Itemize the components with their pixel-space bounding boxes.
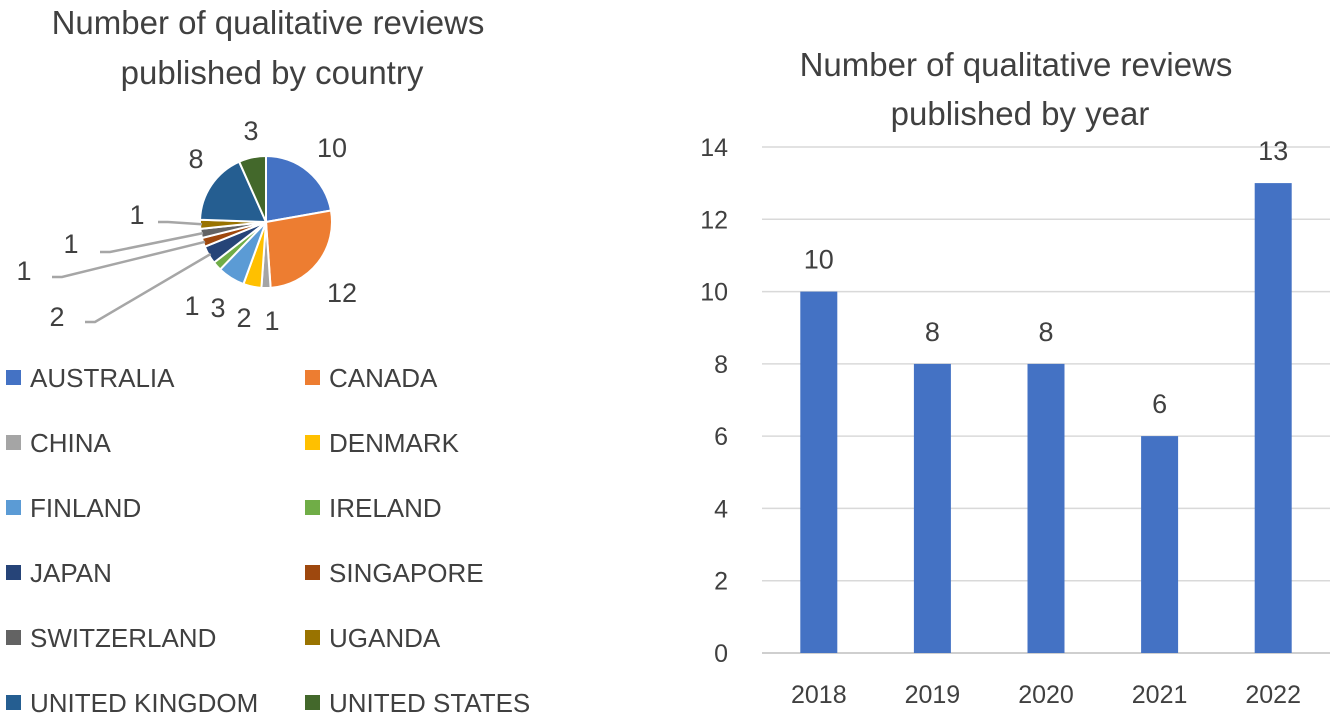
y-tick-8: 8 (714, 351, 728, 379)
bar-x-tick-labels: 2018 2019 2020 2021 2022 (791, 681, 1301, 709)
legend-item-china: CHINA (6, 428, 112, 458)
pie-label-finland: 3 (210, 293, 225, 323)
legend-swatch-canada (305, 370, 320, 385)
legend-label-united-kingdom: UNITED KINGDOM (30, 688, 258, 718)
y-tick-0: 0 (714, 640, 728, 668)
bar-2021 (1141, 436, 1179, 653)
legend-swatch-united-kingdom (6, 695, 21, 710)
legend-label-switzerland: SWITZERLAND (30, 623, 216, 653)
bar-2019 (913, 363, 951, 653)
pie-leader-japan (85, 252, 212, 324)
bar-2020 (1027, 363, 1065, 653)
bar-label-2020: 8 (1038, 317, 1053, 347)
pie-label-china: 1 (264, 306, 279, 336)
pie-slice-canada (264, 209, 333, 289)
legend-swatch-singapore (305, 565, 320, 580)
legend-swatch-china (6, 435, 21, 450)
pie-chart: Number of qualitative reviews published … (6, 4, 530, 718)
y-tick-12: 12 (700, 206, 728, 234)
legend-item-united-kingdom: UNITED KINGDOM (6, 688, 258, 718)
pie-leader-uganda (158, 220, 203, 226)
legend-swatch-united-states (305, 695, 320, 710)
bar-title-line-2: published by year (891, 95, 1150, 132)
pie-slices (198, 154, 333, 290)
y-tick-10: 10 (700, 279, 728, 307)
bar-label-2022: 13 (1258, 136, 1288, 166)
bar-data-labels: 10 8 8 6 13 (804, 136, 1288, 419)
pie-title-line-2: published by country (121, 54, 424, 91)
legend-label-uganda: UGANDA (329, 623, 441, 653)
legend-swatch-finland (6, 500, 21, 515)
y-tick-14: 14 (700, 134, 728, 162)
bar-label-2019: 8 (925, 317, 940, 347)
pie-title-line-1: Number of qualitative reviews (52, 4, 485, 41)
legend-item-uganda: UGANDA (305, 623, 441, 653)
bar-2022 (1254, 183, 1292, 653)
x-tick-2020: 2020 (1018, 681, 1074, 709)
y-tick-6: 6 (714, 423, 728, 451)
legend-item-united-states: UNITED STATES (305, 688, 530, 718)
legend-item-denmark: DENMARK (305, 428, 460, 458)
bar-bars (800, 183, 1292, 653)
y-tick-2: 2 (714, 568, 728, 596)
pie-label-uganda: 1 (129, 200, 144, 230)
legend-label-finland: FINLAND (30, 493, 141, 523)
bar-y-tick-labels: 0 2 4 6 8 10 12 14 (700, 134, 728, 668)
legend-item-ireland: IRELAND (305, 493, 442, 523)
legend-item-australia: AUSTRALIA (6, 363, 175, 393)
pie-label-united-kingdom: 8 (188, 144, 203, 174)
pie-label-ireland: 1 (184, 291, 199, 321)
pie-slice-united-states (237, 154, 267, 223)
legend-label-australia: AUSTRALIA (30, 363, 175, 393)
pie-legend: AUSTRALIA CANADA CHINA DENMARK FINLAND IRELAN… (6, 363, 530, 718)
legend-label-ireland: IRELAND (329, 493, 442, 523)
legend-item-japan: JAPAN (6, 558, 112, 588)
bar-label-2021: 6 (1152, 389, 1167, 419)
pie-slice-australia (265, 154, 333, 224)
pie-label-switzerland: 1 (63, 229, 78, 259)
pie-label-canada: 12 (327, 278, 357, 308)
bar-2018 (800, 291, 838, 653)
pie-label-singapore: 1 (16, 256, 31, 286)
pie-leader-singapore (52, 240, 206, 279)
x-tick-2019: 2019 (905, 681, 961, 709)
legend-label-japan: JAPAN (30, 558, 112, 588)
legend-item-finland: FINLAND (6, 493, 141, 523)
x-tick-2021: 2021 (1132, 681, 1188, 709)
y-tick-4: 4 (714, 495, 728, 523)
x-tick-2022: 2022 (1245, 681, 1301, 709)
x-tick-2018: 2018 (791, 681, 847, 709)
legend-label-united-states: UNITED STATES (329, 688, 530, 718)
pie-label-denmark: 2 (236, 303, 251, 333)
legend-swatch-ireland (305, 500, 320, 515)
legend-swatch-denmark (305, 435, 320, 450)
legend-swatch-australia (6, 370, 21, 385)
bar-label-2018: 10 (804, 245, 834, 275)
bar-chart: Number of qualitative reviews published … (700, 46, 1330, 709)
pie-slice-united-kingdom (199, 160, 268, 224)
pie-label-japan: 2 (49, 302, 64, 332)
pie-leader-switzerland (100, 231, 204, 254)
legend-item-canada: CANADA (305, 363, 438, 393)
legend-label-canada: CANADA (329, 363, 438, 393)
pie-label-australia: 10 (317, 133, 347, 163)
legend-item-switzerland: SWITZERLAND (6, 623, 216, 653)
legend-label-denmark: DENMARK (329, 428, 460, 458)
legend-item-singapore: SINGAPORE (305, 558, 484, 588)
legend-swatch-switzerland (6, 630, 21, 645)
legend-swatch-uganda (305, 630, 320, 645)
legend-swatch-japan (6, 565, 21, 580)
bar-title-line-1: Number of qualitative reviews (800, 46, 1233, 83)
pie-label-united-states: 3 (243, 116, 258, 146)
legend-label-china: CHINA (30, 428, 112, 458)
legend-label-singapore: SINGAPORE (329, 558, 484, 588)
pie-leader-lines (52, 220, 212, 324)
